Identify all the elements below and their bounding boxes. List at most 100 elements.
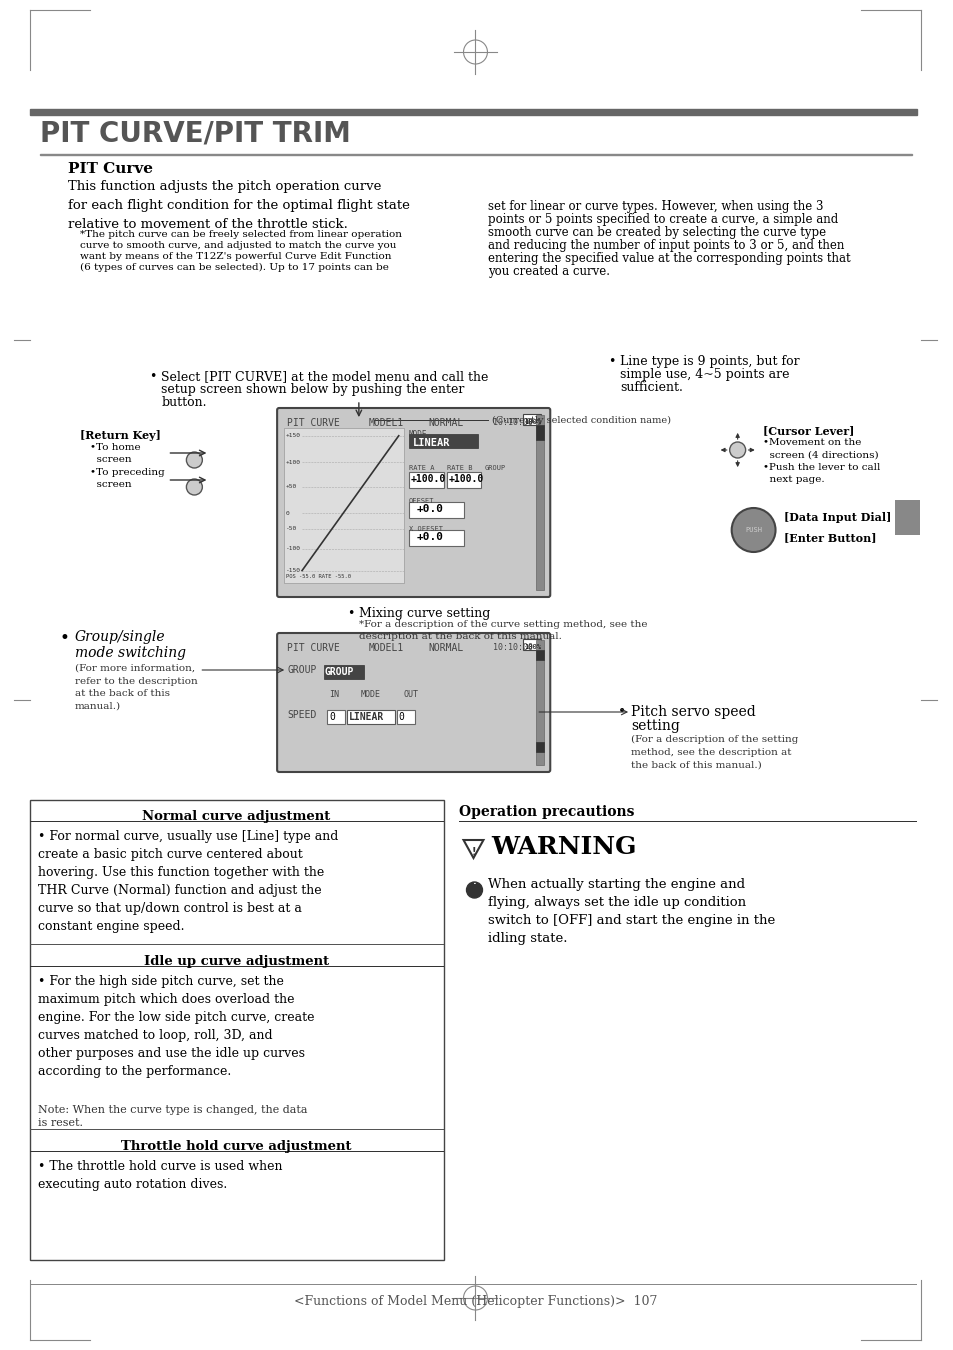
Text: Throttle hold curve adjustment: Throttle hold curve adjustment — [121, 1139, 351, 1153]
Text: OUT: OUT — [403, 690, 418, 699]
Text: !: ! — [471, 846, 476, 857]
Bar — [536, 649, 544, 660]
Text: -150: -150 — [286, 568, 301, 574]
Text: button.: button. — [161, 396, 207, 409]
Text: •Movement on the
  screen (4 directions)
•Push the lever to call
  next page.: •Movement on the screen (4 directions) •… — [761, 437, 879, 485]
Text: +100.0: +100.0 — [410, 474, 445, 485]
Text: (6 types of curves can be selected). Up to 17 points can be: (6 types of curves can be selected). Up … — [80, 263, 388, 273]
Text: •: • — [607, 355, 615, 369]
Text: RATE B: RATE B — [446, 464, 472, 471]
Text: This function adjusts the pitch operation curve
for each flight condition for th: This function adjusts the pitch operatio… — [68, 180, 409, 231]
Bar — [347, 710, 395, 724]
Bar — [396, 710, 415, 724]
Text: PIT CURVE/PIT TRIM: PIT CURVE/PIT TRIM — [40, 120, 351, 148]
Bar — [327, 710, 345, 724]
Bar — [536, 414, 544, 590]
Text: NORMAL: NORMAL — [428, 418, 463, 428]
Text: LINEAR: LINEAR — [413, 437, 450, 448]
Text: smooth curve can be created by selecting the curve type: smooth curve can be created by selecting… — [488, 225, 825, 239]
Text: (For more information,
refer to the description
at the back of this
manual.): (For more information, refer to the desc… — [74, 664, 197, 710]
Text: setting: setting — [630, 720, 679, 733]
Text: X OFFSET: X OFFSET — [408, 526, 442, 532]
Text: RATE A: RATE A — [408, 464, 434, 471]
Text: MODE: MODE — [408, 431, 427, 439]
Text: Mixing curve setting: Mixing curve setting — [358, 608, 490, 620]
Bar — [523, 414, 540, 425]
Text: +50: +50 — [286, 485, 297, 490]
Circle shape — [466, 882, 482, 898]
Bar — [458, 821, 916, 822]
Bar — [523, 639, 540, 649]
Text: PUSH: PUSH — [744, 526, 761, 533]
Text: • For the high side pitch curve, set the
maximum pitch which does overload the
e: • For the high side pitch curve, set the… — [38, 975, 314, 1079]
Text: •: • — [150, 370, 156, 383]
Text: WARNING: WARNING — [491, 836, 637, 859]
Text: +100.0: +100.0 — [448, 474, 483, 485]
Text: 0: 0 — [329, 711, 335, 722]
Text: *For a description of the curve setting method, see the
description at the back : *For a description of the curve setting … — [358, 620, 647, 641]
Text: simple use, 4~5 points are: simple use, 4~5 points are — [619, 369, 789, 381]
Bar — [536, 743, 544, 752]
Text: Pitch servo speed: Pitch servo speed — [630, 705, 755, 720]
Text: Operation precautions: Operation precautions — [458, 805, 634, 819]
Text: GROUP: GROUP — [325, 667, 354, 676]
Text: entering the specified value at the corresponding points that: entering the specified value at the corr… — [488, 252, 850, 265]
Text: sufficient.: sufficient. — [619, 381, 682, 394]
Text: •: • — [347, 608, 354, 620]
Text: 100%: 100% — [524, 418, 540, 425]
Text: setup screen shown below by pushing the enter: setup screen shown below by pushing the … — [161, 383, 464, 396]
Bar — [40, 154, 911, 155]
Text: GROUP: GROUP — [287, 666, 316, 675]
Circle shape — [186, 479, 202, 495]
Text: and reducing the number of input points to 3 or 5, and then: and reducing the number of input points … — [488, 239, 844, 252]
Text: PIT Curve: PIT Curve — [68, 162, 152, 176]
Text: Group/single: Group/single — [74, 630, 165, 644]
Text: curve to smooth curve, and adjusted to match the curve you: curve to smooth curve, and adjusted to m… — [80, 242, 395, 250]
Bar — [408, 433, 478, 448]
Circle shape — [731, 508, 775, 552]
Circle shape — [729, 441, 745, 458]
Text: Note: When the curve type is changed, the data
is reset.: Note: When the curve type is changed, th… — [38, 1106, 307, 1129]
Text: 10:10:00: 10:10:00 — [493, 418, 533, 427]
Text: you created a curve.: you created a curve. — [488, 265, 610, 278]
Text: mode switching: mode switching — [74, 647, 186, 660]
Text: •: • — [618, 705, 625, 720]
Polygon shape — [463, 840, 483, 859]
Text: 0: 0 — [398, 711, 404, 722]
Text: PIT CURVE: PIT CURVE — [287, 418, 339, 428]
Text: GROUP: GROUP — [484, 464, 505, 471]
Text: +100: +100 — [286, 459, 301, 464]
Text: LINEAR: LINEAR — [349, 711, 384, 722]
Bar — [408, 502, 463, 518]
Text: Idle up curve adjustment: Idle up curve adjustment — [144, 954, 329, 968]
Text: MODE: MODE — [360, 690, 380, 699]
Text: [Return Key]: [Return Key] — [80, 431, 160, 441]
Bar — [536, 640, 544, 765]
Text: +0.0: +0.0 — [416, 532, 443, 541]
Text: points or 5 points specified to create a curve, a simple and: points or 5 points specified to create a… — [488, 213, 838, 225]
Text: -100: -100 — [286, 547, 301, 551]
Text: +150: +150 — [286, 433, 301, 439]
Text: !: ! — [472, 878, 476, 887]
Text: 10:10:00: 10:10:00 — [493, 643, 533, 652]
Text: Line type is 9 points, but for: Line type is 9 points, but for — [619, 355, 799, 369]
Text: MODEL1: MODEL1 — [369, 418, 404, 428]
Text: • The throttle hold curve is used when
executing auto rotation dives.: • The throttle hold curve is used when e… — [38, 1160, 282, 1191]
Text: SPEED: SPEED — [287, 710, 316, 720]
Bar — [284, 428, 403, 583]
Text: *The pitch curve can be freely selected from linear operation: *The pitch curve can be freely selected … — [80, 230, 401, 239]
Text: set for linear or curve types. However, when using the 3: set for linear or curve types. However, … — [488, 200, 823, 213]
Text: [Data Input Dial]: [Data Input Dial] — [782, 512, 890, 522]
Bar — [536, 425, 544, 440]
Text: (Currently selected condition name): (Currently selected condition name) — [492, 416, 671, 425]
Text: POS -55.0 RATE -55.0: POS -55.0 RATE -55.0 — [286, 574, 351, 579]
Text: want by means of the T12Z's powerful Curve Edit Function: want by means of the T12Z's powerful Cur… — [80, 252, 391, 261]
Text: OFFSET: OFFSET — [408, 498, 434, 504]
Circle shape — [186, 452, 202, 468]
Text: 100%: 100% — [524, 644, 540, 649]
Bar — [324, 666, 363, 679]
Text: MODEL1: MODEL1 — [369, 643, 404, 653]
Bar — [30, 801, 443, 1260]
Bar — [408, 531, 463, 545]
FancyBboxPatch shape — [276, 633, 550, 772]
